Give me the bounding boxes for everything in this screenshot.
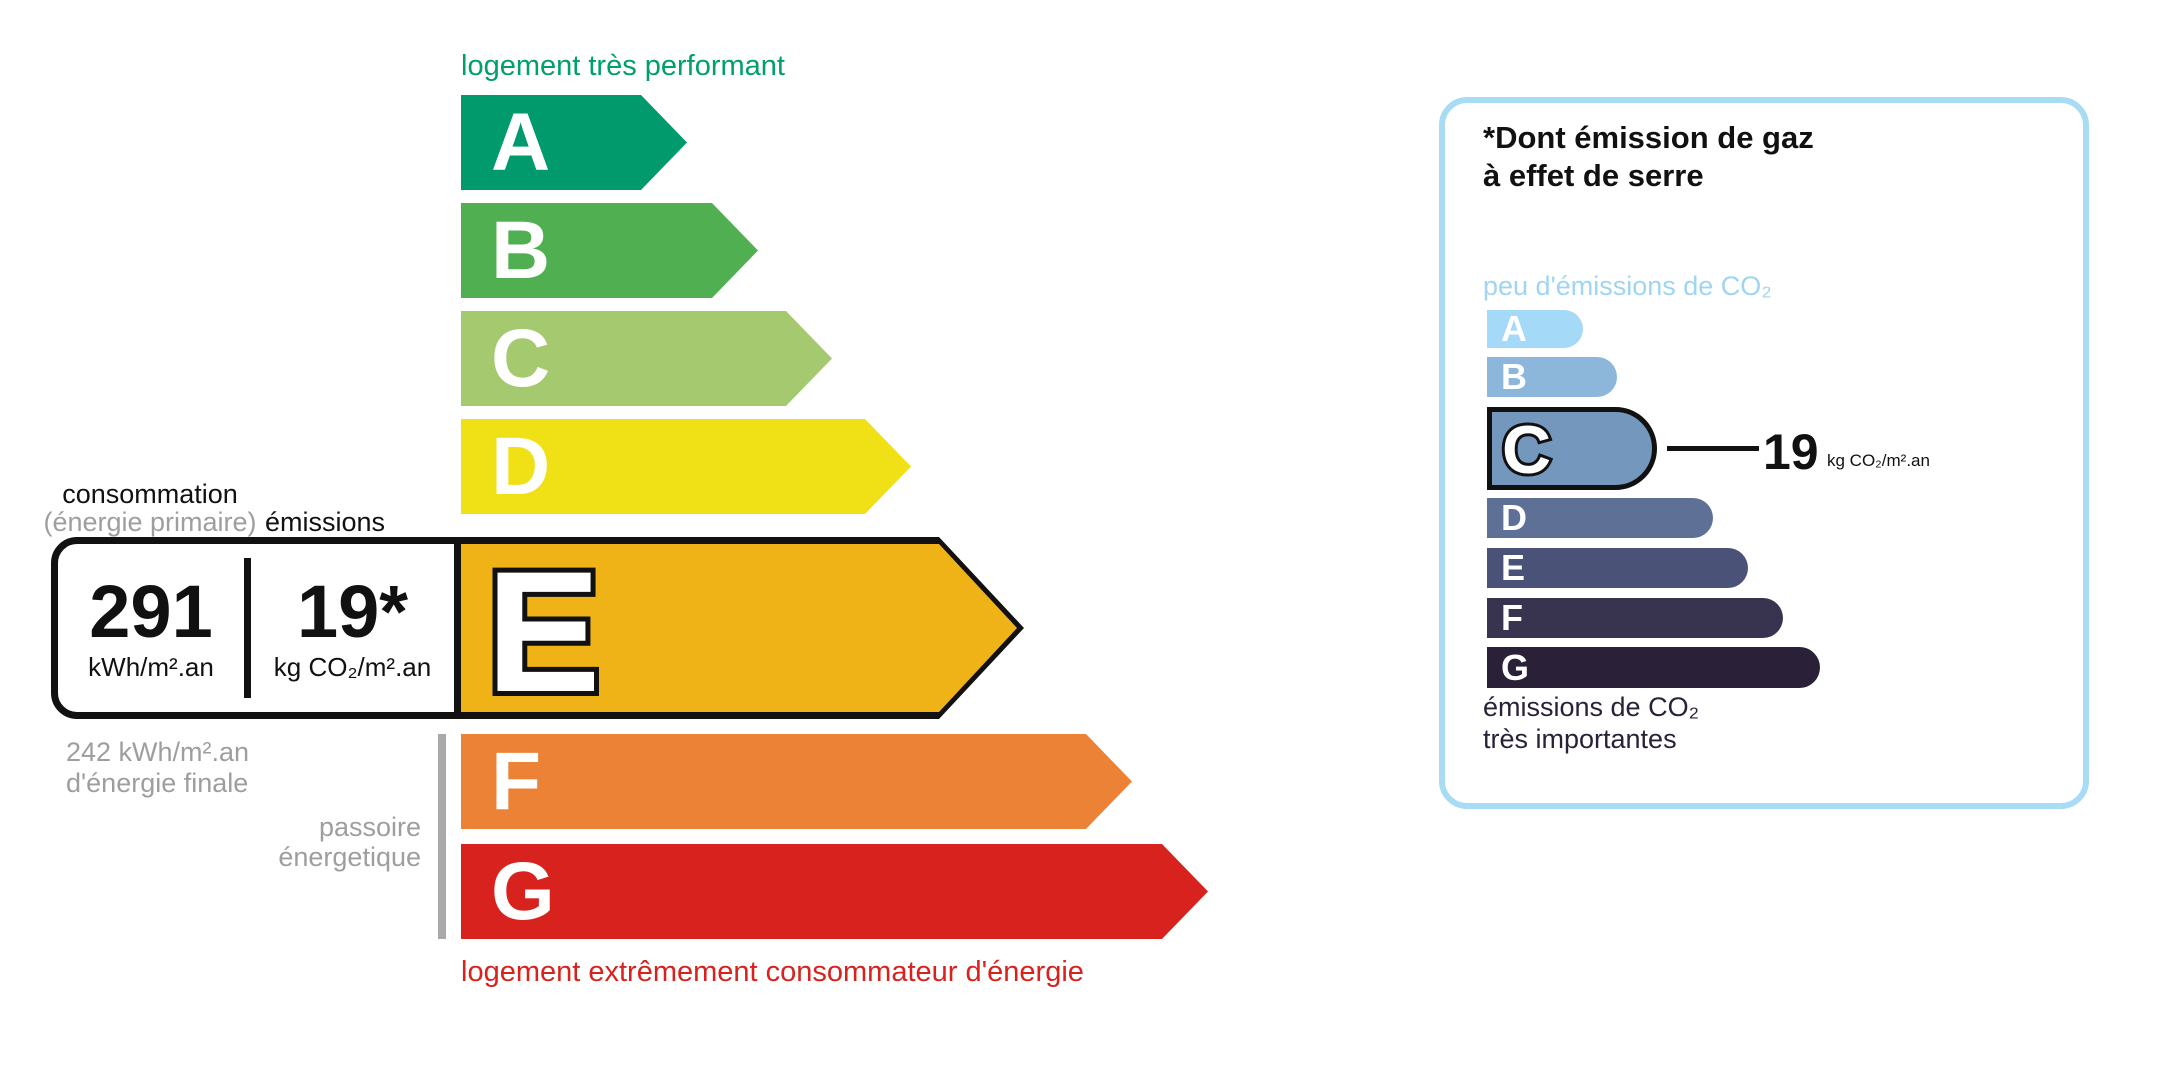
consumption-value: 291 [89, 569, 213, 653]
energy-grade-bar-a: A [461, 95, 687, 190]
energy-scale-top-label: logement très performant [461, 50, 785, 82]
energy-sieve-label: passoire énergetique [180, 812, 421, 872]
energy-grade-bar-b: B [461, 203, 758, 298]
energy-grade-letter-d: D [491, 420, 551, 512]
co2-low-emissions-label: peu d'émissions de CO₂ [1483, 271, 1772, 301]
co2-value-connector-line [1667, 446, 1759, 451]
co2-emissions-panel: *Dont émission de gaz à effet de serre p… [1439, 97, 2089, 809]
energy-grade-letter-g: G [491, 845, 555, 937]
consumption-label: consommation [62, 479, 238, 509]
svg-text:C: C [1502, 412, 1551, 485]
co2-grade-letter-f: F [1501, 597, 1523, 638]
emissions-value: 19* [296, 569, 409, 653]
final-energy-note: 242 kWh/m².an d'énergie finale [66, 737, 249, 799]
energy-scale-bottom-label: logement extrêmement consommateur d'éner… [461, 956, 1084, 988]
energy-grade-bar-c: C [461, 311, 832, 406]
co2-high-emissions-label: émissions de CO₂ très importantes [1483, 691, 1699, 755]
energy-grade-bar-g: G [461, 844, 1208, 939]
co2-panel-title: *Dont émission de gaz à effet de serre [1483, 119, 1814, 195]
energy-sieve-line2: énergetique [278, 842, 421, 872]
emissions-label: émissions [264, 507, 386, 537]
co2-panel-title-line1: *Dont émission de gaz [1483, 120, 1814, 155]
energy-grade-bar-e-selected: E [454, 537, 1024, 719]
primary-energy-sublabel: (énergie primaire) [43, 507, 257, 537]
rating-box-divider [244, 558, 251, 698]
co2-selected-unit: kg CO₂/m².an [1827, 451, 1930, 470]
co2-grade-letter-d: D [1501, 497, 1527, 538]
consumption-unit: kWh/m².an [88, 652, 214, 683]
final-energy-line1: 242 kWh/m².an [66, 737, 250, 767]
co2-grade-letter-c: C [1500, 412, 1554, 485]
co2-grade-letter-g: G [1501, 646, 1530, 688]
co2-panel-title-line2: à effet de serre [1483, 158, 1704, 193]
energy-grade-bar-e-fill [461, 544, 1017, 712]
energy-grade-letter-c: C [491, 312, 551, 404]
co2-grade-bar-c-selected: C [1487, 407, 1657, 490]
co2-grade-bar-e: E [1487, 548, 1748, 588]
energy-grade-bar-f: F [461, 734, 1132, 829]
co2-grade-bar-a: A [1487, 310, 1583, 348]
energy-grade-bar-d: D [461, 419, 911, 514]
co2-selected-value: 19 [1763, 424, 1819, 480]
energy-grade-letter-f: F [491, 735, 542, 827]
energy-grade-letter-b: B [491, 204, 551, 296]
co2-grade-letter-a: A [1501, 308, 1527, 349]
co2-grade-bar-g: G [1487, 647, 1820, 688]
energy-sieve-bracket [438, 734, 446, 939]
energy-sieve-line1: passoire [318, 812, 421, 842]
co2-high-emissions-line1: émissions de CO₂ [1483, 692, 1700, 722]
svg-text:E: E [486, 537, 601, 719]
co2-grade-bar-f: F [1487, 598, 1783, 638]
co2-high-emissions-line2: très importantes [1483, 724, 1677, 754]
emissions-cell: 19* kg CO₂/m².an [251, 544, 454, 712]
emissions-unit: kg CO₂/m².an [273, 652, 432, 683]
rating-value-box: 291 kWh/m².an 19* kg CO₂/m².an [51, 537, 461, 719]
co2-grade-letter-e: E [1501, 547, 1526, 588]
final-energy-line2: d'énergie finale [66, 768, 249, 798]
co2-grade-bar-b: B [1487, 357, 1617, 397]
co2-grade-letter-b: B [1501, 356, 1527, 397]
energy-grade-letter-a: A [491, 96, 551, 188]
consumption-cell: 291 kWh/m².an [58, 544, 244, 712]
co2-grade-bar-d: D [1487, 498, 1713, 538]
energy-grade-letter-e: E [486, 537, 636, 719]
